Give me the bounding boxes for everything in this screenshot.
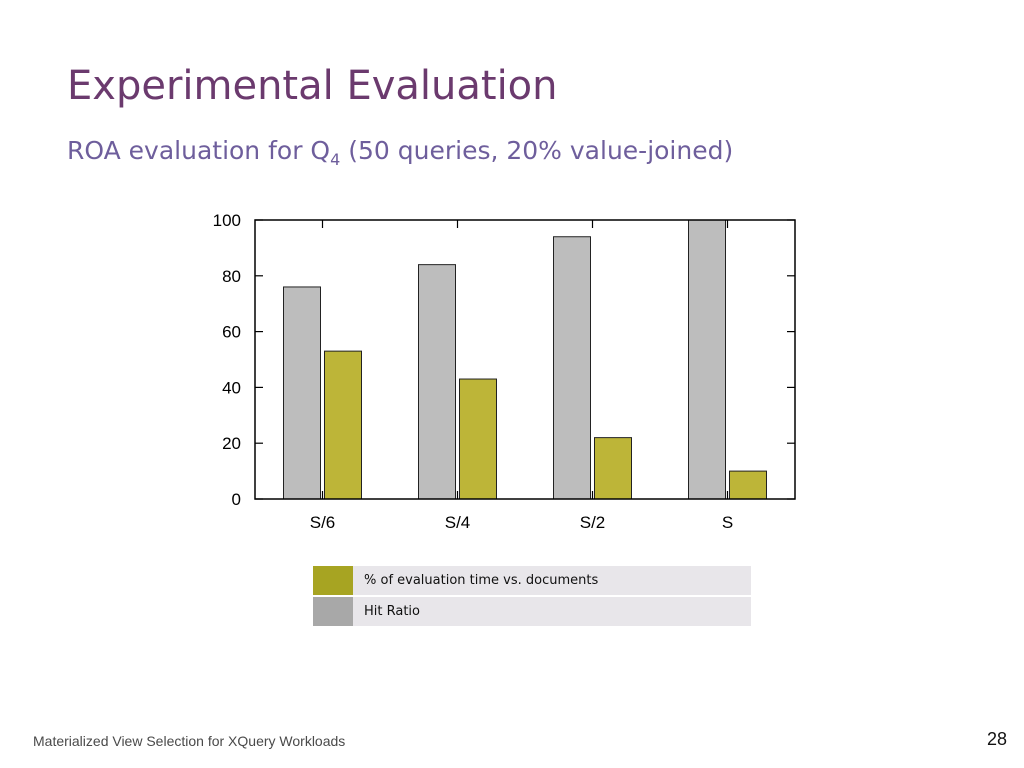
page-number: 28 bbox=[986, 729, 1007, 749]
bar-eval-time-3 bbox=[594, 437, 632, 500]
y-tick-label: 80 bbox=[222, 267, 241, 286]
legend-item-hit-ratio: Hit Ratio bbox=[313, 597, 751, 626]
y-tick-label: 20 bbox=[222, 434, 241, 453]
x-tick-label: S/6 bbox=[310, 513, 336, 532]
bar-eval-time-2 bbox=[459, 378, 497, 500]
y-tick-label: 40 bbox=[222, 378, 241, 397]
bar-hit-ratio-1 bbox=[283, 286, 321, 500]
legend-item-eval-time: % of evaluation time vs. documents bbox=[313, 566, 751, 595]
plot-frame bbox=[254, 219, 796, 500]
x-tick-label: S bbox=[722, 513, 733, 532]
y-tick-label: 60 bbox=[222, 323, 241, 342]
bar-eval-time-4 bbox=[729, 470, 767, 500]
bar-hit-ratio-2 bbox=[418, 264, 456, 500]
slide-title: Experimental Evaluation bbox=[67, 63, 558, 109]
subtitle-text-pre: ROA evaluation for Q bbox=[67, 136, 331, 165]
bar-hit-ratio-3 bbox=[553, 236, 591, 500]
subtitle-text-post: (50 queries, 20% value-joined) bbox=[340, 136, 734, 165]
x-tick-label: S/2 bbox=[580, 513, 606, 532]
slide-subtitle: ROA evaluation for Q4 (50 queries, 20% v… bbox=[67, 136, 733, 169]
y-tick-label: 100 bbox=[213, 211, 241, 230]
bar-hit-ratio-4 bbox=[688, 219, 726, 500]
subtitle-subscript: 4 bbox=[330, 150, 341, 169]
legend-label-hit-ratio: Hit Ratio bbox=[364, 604, 420, 619]
footer-text: Materialized View Selection for XQuery W… bbox=[33, 733, 346, 749]
y-tick-label: 0 bbox=[232, 490, 241, 509]
x-tick-label: S/4 bbox=[445, 513, 471, 532]
legend-swatch-eval-time bbox=[313, 566, 353, 595]
chart-legend: % of evaluation time vs. documents Hit R… bbox=[313, 566, 751, 628]
legend-label-eval-time: % of evaluation time vs. documents bbox=[364, 573, 599, 588]
bar-eval-time-1 bbox=[324, 350, 362, 500]
legend-swatch-hit-ratio bbox=[313, 597, 353, 626]
